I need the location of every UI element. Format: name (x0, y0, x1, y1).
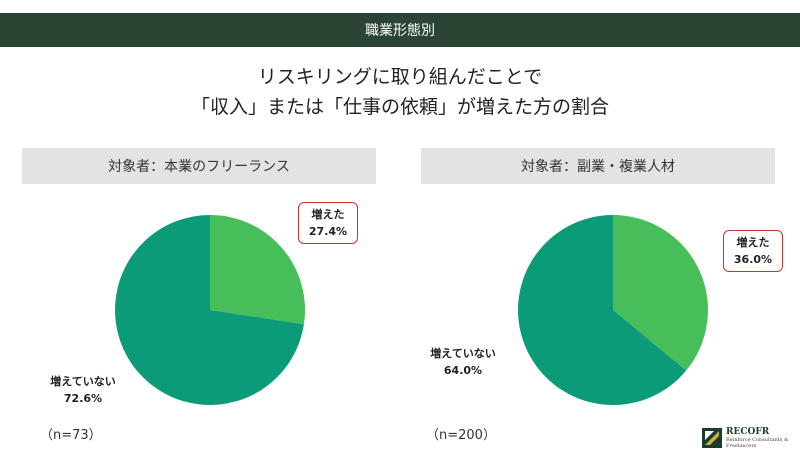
right-not-increased-value: 64.0% (443, 364, 483, 377)
logo-name: RECOFR (726, 427, 770, 437)
left-panel-heading: 対象者：本業のフリーランス (22, 148, 376, 184)
right-sample-size: （n=200） (426, 428, 496, 443)
pie-slice-increased (613, 215, 708, 371)
chart-title-line2: 「収入」または「仕事の依頼」が増えた方の割合 (190, 96, 609, 118)
right-increased-callout: 増えた 36.0% (723, 230, 783, 272)
left-not-increased-value: 72.6% (63, 392, 103, 405)
pie-slice-not-increased (114, 215, 304, 405)
logo-tagline-1: Reinforce Consultants & (726, 437, 789, 443)
right-not-increased-label-box: 増えていない 64.0% (416, 345, 510, 379)
left-not-increased-label-box: 増えていない 72.6% (36, 373, 130, 407)
recofr-logo-mark-icon (702, 428, 722, 448)
left-increased-value: 27.4% (308, 225, 348, 238)
right-not-increased-label: 増えていない (430, 347, 496, 360)
left-not-increased-label: 増えていない (50, 375, 116, 388)
chart-title-line1: リスキリングに取り組んだことで (257, 66, 543, 88)
section-header: 職業形態別 (0, 13, 800, 47)
right-increased-value: 36.0% (733, 253, 773, 266)
left-panel-heading-label: 対象者：本業のフリーランス (108, 159, 290, 175)
right-panel-heading: 対象者：副業・複業人材 (421, 148, 775, 184)
right-pie (518, 215, 708, 406)
pie-slice-not-increased (518, 215, 687, 406)
recofr-logo: RECOFR Reinforce Consultants & Freelance… (702, 424, 794, 452)
right-panel-heading-label: 対象者：副業・複業人材 (521, 159, 675, 175)
left-increased-callout: 増えた 27.4% (298, 202, 358, 244)
left-increased-label: 増えた (311, 208, 345, 221)
right-increased-label: 増えた (736, 236, 770, 249)
chart-title: リスキリングに取り組んだことで 「収入」または「仕事の依頼」が増えた方の割合 (0, 62, 800, 122)
section-header-label: 職業形態別 (365, 23, 435, 39)
left-sample-size: （n=73） (40, 428, 102, 443)
pie-slice-increased (210, 215, 305, 325)
left-pie (114, 215, 305, 405)
logo-tagline-2: Freelancers (726, 443, 757, 449)
